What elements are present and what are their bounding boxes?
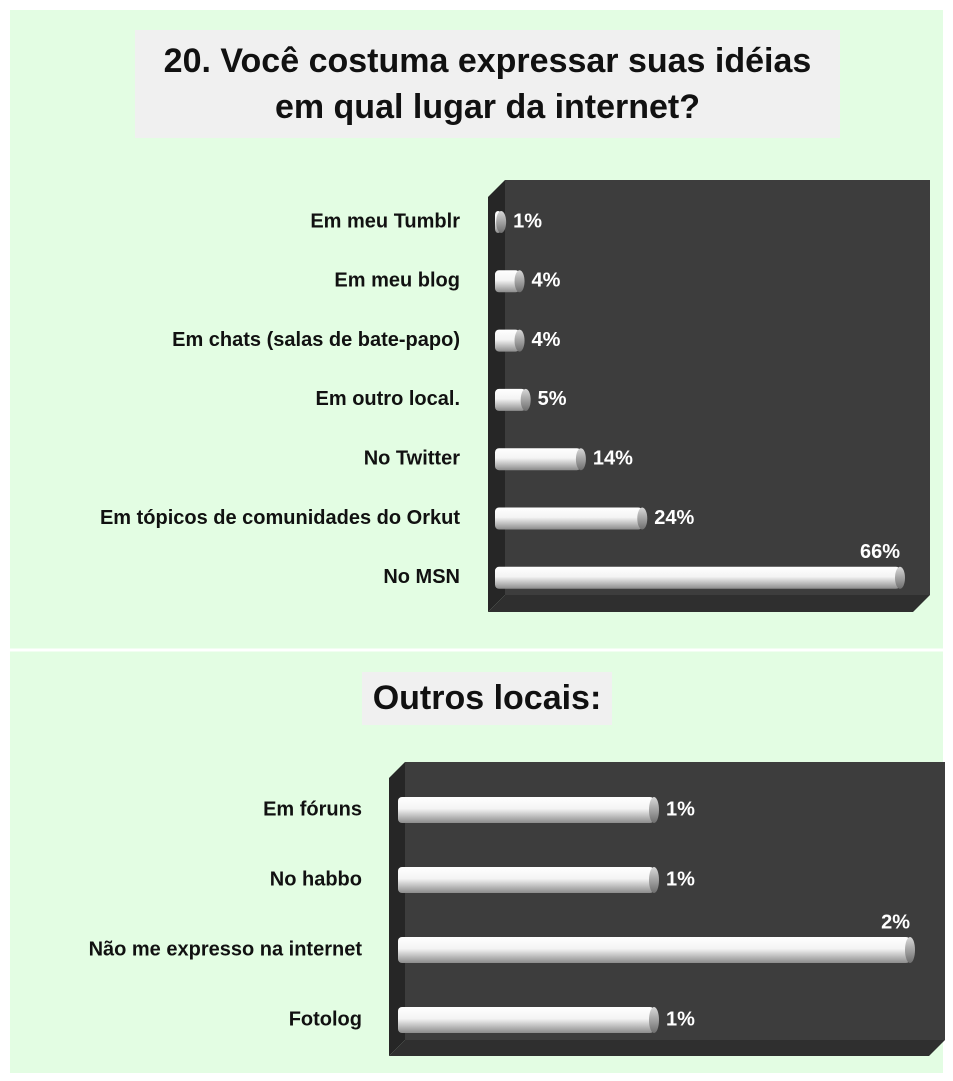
chart-title: Outros locais: — [362, 672, 612, 725]
value-label: 24% — [654, 507, 694, 529]
category-label: Em tópicos de comunidades do Orkut — [100, 507, 460, 529]
category-label: Em fóruns — [263, 798, 362, 820]
category-label: No habbo — [270, 868, 362, 890]
bar — [398, 797, 654, 823]
bar-cap — [520, 388, 531, 411]
bar — [495, 566, 900, 589]
bar — [495, 507, 643, 530]
value-label: 66% — [860, 541, 900, 563]
bar — [398, 867, 654, 893]
value-label: 14% — [593, 447, 633, 469]
category-label: No MSN — [383, 566, 460, 588]
chart-title: 20. Você costuma expressar suas idéias e… — [135, 30, 840, 138]
bar — [495, 448, 581, 471]
bar-cap — [649, 1007, 659, 1033]
value-label: 2% — [881, 911, 910, 933]
plot-area — [505, 180, 930, 595]
bar-cap — [514, 329, 525, 352]
bar — [398, 937, 910, 963]
value-label: 1% — [666, 1008, 695, 1030]
bar-cap — [905, 937, 915, 963]
bar — [495, 388, 526, 411]
bar-cap — [895, 566, 905, 589]
category-label: Fotolog — [289, 1008, 362, 1030]
plot-floor — [488, 595, 930, 612]
bar — [495, 329, 520, 352]
category-label: No Twitter — [364, 447, 461, 469]
value-label: 1% — [666, 798, 695, 820]
category-label: Em meu blog — [334, 270, 460, 292]
plot-side — [389, 762, 405, 1056]
category-label: Em outro local. — [316, 388, 460, 410]
value-label: 4% — [532, 270, 561, 292]
bar-cap — [575, 448, 586, 471]
bar-cap — [637, 507, 648, 530]
plot-floor — [389, 1040, 945, 1056]
value-label: 5% — [538, 388, 567, 410]
bar-cap — [649, 867, 659, 893]
category-label: Em chats (salas de bate-papo) — [172, 329, 460, 351]
category-label: Em meu Tumblr — [310, 210, 460, 232]
bar — [398, 1007, 654, 1033]
value-label: 1% — [513, 210, 542, 232]
bar-cap — [649, 797, 659, 823]
bar-cap — [496, 211, 507, 233]
value-label: 1% — [666, 868, 695, 890]
bar-cap — [514, 270, 525, 293]
value-label: 4% — [532, 329, 561, 351]
bar — [495, 270, 520, 293]
category-label: Não me expresso na internet — [89, 938, 363, 960]
